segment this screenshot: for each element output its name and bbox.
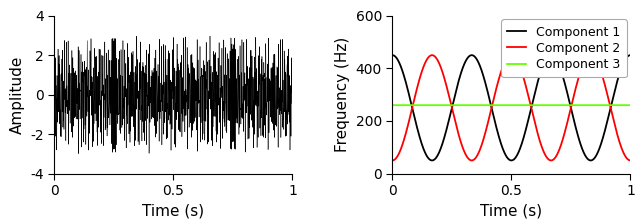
- Component 2: [488, 103, 496, 106]
- Component 3: [488, 104, 496, 106]
- Component 1: [627, 54, 634, 56]
- Component 1: [561, 84, 569, 87]
- Component 2: [627, 159, 634, 162]
- Component 3: [627, 104, 634, 106]
- Component 1: [490, 118, 498, 120]
- Y-axis label: Frequency (Hz): Frequency (Hz): [335, 37, 350, 152]
- Component 1: [388, 54, 396, 56]
- Component 2: [607, 109, 615, 112]
- Component 2: [388, 159, 396, 162]
- Line: Component 1: Component 1: [392, 55, 630, 160]
- Component 1: [508, 159, 515, 162]
- X-axis label: Time (s): Time (s): [142, 204, 204, 219]
- Component 3: [388, 104, 396, 106]
- Component 2: [508, 54, 515, 56]
- Legend: Component 1, Component 2, Component 3: Component 1, Component 2, Component 3: [501, 19, 627, 77]
- Component 3: [502, 104, 509, 106]
- Component 2: [561, 129, 569, 132]
- Component 3: [607, 104, 615, 106]
- Component 3: [561, 104, 569, 106]
- Component 2: [490, 95, 498, 98]
- Component 2: [620, 151, 627, 153]
- Component 1: [620, 62, 627, 65]
- Component 2: [502, 60, 509, 62]
- Y-axis label: Amplitude: Amplitude: [10, 56, 25, 134]
- X-axis label: Time (s): Time (s): [481, 204, 543, 219]
- Component 1: [502, 153, 509, 156]
- Component 1: [488, 110, 496, 112]
- Component 3: [490, 104, 498, 106]
- Line: Component 2: Component 2: [392, 55, 630, 160]
- Component 3: [619, 104, 627, 106]
- Component 1: [607, 104, 615, 106]
